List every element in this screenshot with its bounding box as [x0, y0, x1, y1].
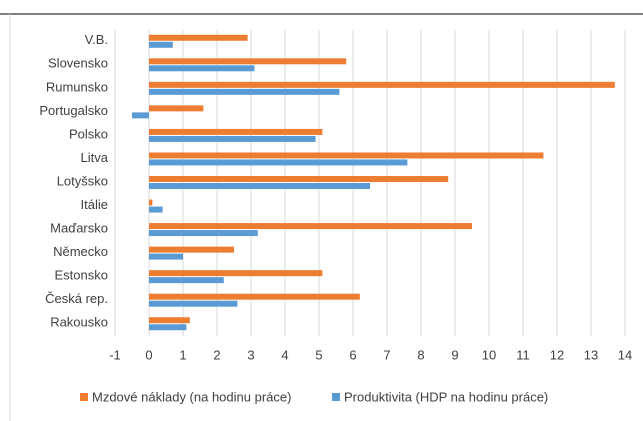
- x-tick-label: 11: [516, 347, 530, 362]
- x-tick-label: 3: [247, 347, 254, 362]
- y-tick-label: Itálie: [81, 197, 108, 212]
- bar: [149, 223, 472, 230]
- y-tick-label: Polsko: [69, 126, 108, 141]
- x-tick-label: 4: [281, 347, 288, 362]
- x-tick-label: 13: [584, 347, 598, 362]
- bar: [149, 152, 544, 159]
- bar: [149, 41, 173, 48]
- x-tick-label: 14: [618, 347, 632, 362]
- bar: [149, 293, 360, 300]
- y-tick-label: Slovensko: [48, 56, 108, 71]
- bar: [149, 81, 615, 88]
- y-tick-label: Česká rep.: [45, 291, 108, 306]
- y-tick-label: Rumunsko: [46, 79, 108, 94]
- x-tick-label: 10: [482, 347, 496, 362]
- x-tick-label: 5: [315, 347, 322, 362]
- bar: [149, 253, 183, 260]
- y-tick-label: Maďarsko: [50, 221, 108, 236]
- bar: [149, 270, 323, 277]
- bar: [149, 317, 190, 324]
- bar: [149, 159, 408, 166]
- bar: [149, 300, 238, 307]
- y-tick-label: Estonsko: [55, 268, 108, 283]
- bar: [149, 65, 255, 72]
- x-tick-label: 6: [349, 347, 356, 362]
- y-tick-label: Lotyšsko: [57, 173, 108, 188]
- bar: [149, 105, 204, 112]
- bar: [149, 34, 248, 41]
- bar: [149, 135, 316, 142]
- x-tick-label: 2: [213, 347, 220, 362]
- bar: [149, 206, 163, 213]
- y-tick-label: V.B.: [85, 32, 108, 47]
- x-tick-label: 9: [451, 347, 458, 362]
- bar: [149, 230, 258, 237]
- y-tick-label: Rakousko: [50, 315, 108, 330]
- y-tick-label: Litva: [81, 150, 109, 165]
- bar: [149, 324, 187, 331]
- y-tick-label: Německo: [53, 244, 108, 259]
- x-tick-label: 7: [383, 347, 390, 362]
- bar: [149, 246, 234, 253]
- bar: [149, 176, 449, 182]
- bar: [149, 199, 153, 206]
- legend-label: Mzdové náklady (na hodinu práce): [92, 389, 291, 404]
- x-tick-label: 12: [550, 347, 564, 362]
- bar: [149, 183, 370, 189]
- legend-swatch: [80, 393, 88, 401]
- x-tick-label: 0: [145, 347, 152, 362]
- x-tick-label: 1: [179, 347, 186, 362]
- bar: [149, 128, 323, 135]
- x-tick-label: 8: [417, 347, 424, 362]
- bar: [132, 112, 149, 119]
- bar: [149, 58, 347, 65]
- bar: [149, 277, 224, 284]
- y-tick-label: Portugalsko: [39, 103, 108, 118]
- x-tick-label: -1: [109, 347, 121, 362]
- legend-label: Produktivita (HDP na hodinu práce): [344, 389, 548, 404]
- bar: [149, 88, 340, 95]
- legend-swatch: [332, 393, 340, 401]
